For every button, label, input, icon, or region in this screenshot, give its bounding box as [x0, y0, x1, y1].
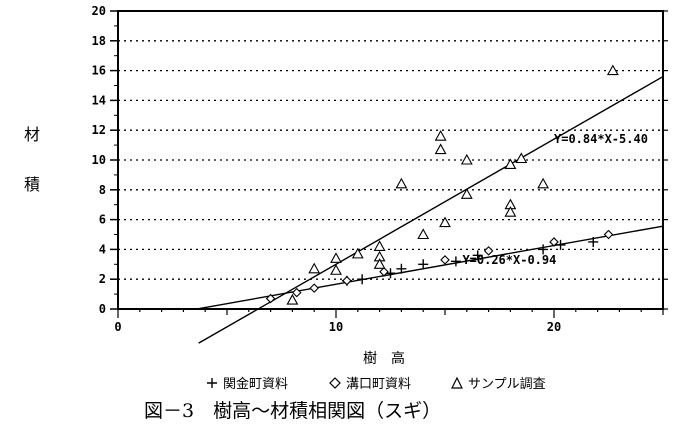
- grid-lines: [118, 40, 663, 280]
- point-triangle: [373, 240, 386, 251]
- regression-line: [198, 225, 664, 310]
- point-triangle: [439, 216, 451, 228]
- y-tick-label: 8: [99, 183, 106, 197]
- point-diamond: [440, 255, 450, 265]
- point-triangle: [460, 188, 473, 199]
- figure-caption: 図－3 樹高～材積相関図（スギ）: [144, 400, 441, 422]
- point-triangle: [373, 258, 386, 269]
- y-axis: 0 2 4 6 8 10 12 14 16 18 20: [92, 4, 668, 316]
- point-plus: [555, 239, 566, 250]
- legend-label-kanekane: 関金町資料: [223, 376, 288, 392]
- y-tick-label: 10: [92, 153, 106, 167]
- legend-label-sample: サンプル調査: [468, 377, 546, 392]
- legend-item-sample: サンプル調査: [451, 376, 546, 392]
- regression-label: Y=0.26*X-0.94: [462, 253, 556, 267]
- point-diamond: [265, 293, 276, 304]
- x-axis-label: 樹 高: [363, 350, 405, 367]
- point-plus: [396, 263, 407, 274]
- y-tick-label: 12: [92, 123, 106, 137]
- plus-marker-icon: [207, 378, 217, 388]
- point-diamond: [603, 229, 614, 240]
- point-triangle: [417, 228, 430, 240]
- point-diamond: [379, 266, 389, 277]
- legend-item-mizoguchi: 溝口町資料: [329, 377, 411, 392]
- point-triangle: [515, 152, 528, 164]
- x-tick-label: 0: [114, 320, 121, 334]
- point-diamond: [342, 275, 352, 286]
- x-tick-label: 10: [329, 320, 343, 334]
- point-triangle: [606, 64, 619, 76]
- y-tick-label: 14: [92, 93, 106, 107]
- point-triangle: [504, 206, 517, 217]
- point-diamond: [291, 287, 302, 298]
- regression-line: [198, 75, 664, 344]
- legend-item-kanekane: 関金町資料: [207, 376, 288, 392]
- point-triangle: [537, 177, 550, 189]
- point-plus: [588, 236, 599, 247]
- point-plus: [538, 244, 549, 255]
- point-triangle: [460, 153, 473, 165]
- x-tick-label: 20: [547, 320, 561, 334]
- triangle-marker-icon: [451, 376, 463, 389]
- regression-label: Y=0.84*X-5.40: [554, 132, 648, 146]
- y-tick-label: 4: [99, 242, 106, 256]
- legend: 関金町資料 溝口町資料 サンプル調査: [207, 376, 546, 392]
- data-points: [265, 64, 619, 305]
- y-axis-label-char-2: 積: [24, 175, 40, 194]
- y-tick-label: 2: [99, 272, 106, 286]
- legend-label-mizoguchi: 溝口町資料: [346, 377, 411, 392]
- point-triangle: [504, 158, 517, 170]
- regression-lines: Y=0.84*X-5.40 Y=0.26*X-0.94: [198, 75, 664, 344]
- point-triangle: [308, 262, 321, 274]
- y-axis-label-char-1: 材: [24, 125, 40, 144]
- point-diamond: [309, 283, 319, 293]
- point-triangle: [434, 143, 447, 155]
- diamond-marker-icon: [329, 377, 341, 389]
- y-tick-label: 6: [99, 213, 106, 227]
- point-triangle: [351, 247, 364, 259]
- point-triangle: [286, 293, 299, 305]
- point-plus: [472, 250, 483, 261]
- point-triangle: [330, 264, 342, 275]
- point-triangle: [434, 130, 447, 141]
- point-triangle: [395, 177, 408, 189]
- y-tick-label: 18: [92, 34, 106, 48]
- point-diamond: [549, 237, 559, 247]
- point-plus: [450, 256, 461, 267]
- y-tick-label: 0: [99, 302, 106, 316]
- y-tick-label: 16: [92, 64, 106, 78]
- point-plus: [357, 274, 368, 285]
- point-diamond: [483, 246, 494, 256]
- point-plus: [418, 259, 429, 270]
- x-axis: 0 10 20: [114, 309, 664, 334]
- y-tick-label: 20: [92, 4, 106, 18]
- point-triangle: [330, 252, 342, 263]
